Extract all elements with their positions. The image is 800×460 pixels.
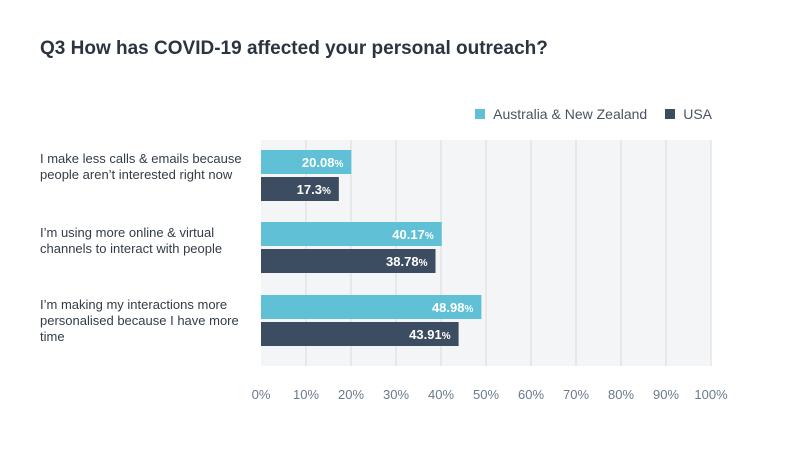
legend-label-anz: Australia & New Zealand bbox=[493, 106, 648, 122]
data-label-suffix: % bbox=[425, 231, 434, 242]
x-tick-label: 30% bbox=[383, 387, 409, 402]
x-tick-label: 60% bbox=[518, 387, 544, 402]
legend: Australia & New Zealand USA bbox=[465, 106, 712, 122]
bar bbox=[261, 249, 436, 273]
x-tick-label: 50% bbox=[473, 387, 499, 402]
data-label-value: 48.98 bbox=[432, 300, 465, 315]
data-label: 43.91% bbox=[409, 327, 451, 342]
legend-label-usa: USA bbox=[683, 106, 712, 122]
data-label-value: 38.78 bbox=[386, 254, 419, 269]
bar bbox=[261, 295, 482, 319]
x-tick-label: 40% bbox=[428, 387, 454, 402]
legend-swatch-anz bbox=[475, 109, 486, 119]
data-label-value: 43.91 bbox=[409, 327, 442, 342]
bar bbox=[261, 177, 339, 201]
x-tick-label: 70% bbox=[563, 387, 589, 402]
x-tick-label: 20% bbox=[338, 387, 364, 402]
legend-swatch-usa bbox=[665, 109, 676, 119]
bar bbox=[261, 322, 459, 346]
legend-item-anz: Australia & New Zealand bbox=[475, 106, 647, 122]
x-tick-label: 0% bbox=[252, 387, 271, 402]
data-label-value: 20.08 bbox=[302, 155, 335, 170]
data-label: 48.98% bbox=[432, 300, 474, 315]
chart-title: Q3 How has COVID-19 affected your person… bbox=[40, 38, 548, 59]
data-label: 38.78% bbox=[386, 254, 428, 269]
bar bbox=[261, 222, 442, 246]
data-label-suffix: % bbox=[322, 186, 331, 197]
data-label-value: 17.3 bbox=[297, 182, 322, 197]
bar bbox=[261, 150, 352, 174]
data-label-suffix: % bbox=[419, 258, 428, 269]
data-label-value: 40.17 bbox=[392, 227, 425, 242]
data-label-suffix: % bbox=[465, 304, 474, 315]
data-label-suffix: % bbox=[334, 159, 343, 170]
legend-item-usa: USA bbox=[665, 106, 712, 122]
x-tick-label: 10% bbox=[293, 387, 319, 402]
category-label-personalised: I’m making my interactions more personal… bbox=[40, 297, 239, 344]
data-label: 20.08% bbox=[302, 155, 344, 170]
data-label: 40.17% bbox=[392, 227, 434, 242]
x-tick-label: 100% bbox=[694, 387, 728, 402]
data-label: 17.3% bbox=[297, 182, 331, 197]
data-label-suffix: % bbox=[442, 331, 451, 342]
x-tick-label: 80% bbox=[608, 387, 634, 402]
x-tick-label: 90% bbox=[653, 387, 679, 402]
category-label-less-calls: I make less calls & emails because peopl… bbox=[40, 151, 242, 182]
category-label-online-channels: I’m using more online & virtual channels… bbox=[40, 225, 223, 256]
